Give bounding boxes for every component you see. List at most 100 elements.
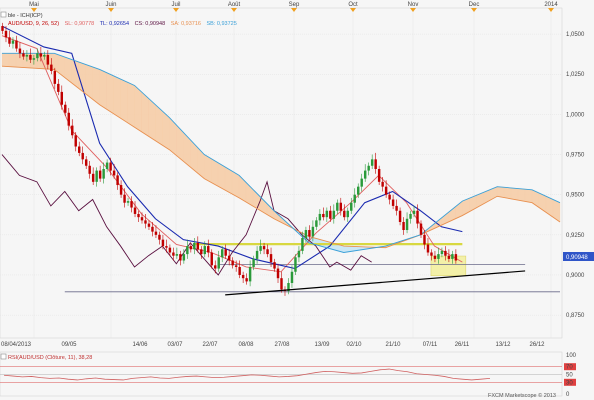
candle-body [165, 246, 168, 248]
cloud-segment [106, 72, 114, 115]
candle-body [426, 244, 430, 253]
rsi-level-marker [564, 378, 576, 386]
candle-body [430, 252, 433, 256]
candle-body [297, 250, 301, 258]
candle-body [234, 265, 238, 267]
date-label: 13/12 [495, 342, 511, 348]
highlight-boxes [430, 255, 467, 277]
candle-body [189, 246, 193, 250]
candle-body [318, 213, 322, 221]
watermark: FXCM Marketscope © 2013 [488, 392, 556, 399]
candle-body [182, 254, 186, 261]
cloud-segment [134, 85, 142, 133]
candle-body [200, 249, 203, 255]
cloud-segment [518, 188, 526, 202]
candle-body [133, 207, 137, 214]
cloud-segment [99, 69, 107, 110]
candle-body [353, 194, 356, 203]
candle-body [350, 202, 353, 211]
date-label: 09/05 [61, 342, 77, 348]
cloud-segment [92, 66, 100, 106]
candle-body [238, 266, 241, 275]
candle-body [451, 254, 454, 259]
candle-body [161, 239, 165, 247]
candle-body [126, 201, 130, 203]
cloud-segment [211, 158, 219, 187]
candle-body [423, 234, 426, 245]
candle-body [343, 210, 346, 218]
candle-body [60, 91, 64, 105]
date-label: 26/12 [529, 342, 545, 348]
rsi-line [3, 368, 491, 381]
candle-body [377, 168, 381, 182]
line-tenkan [1, 35, 463, 273]
rsi-levels [0, 366, 562, 383]
candle-body [220, 249, 224, 258]
candle-body [444, 250, 447, 256]
candle-body [374, 159, 377, 169]
candle-body [332, 210, 336, 219]
candle-body [130, 201, 133, 208]
current-price-marker [563, 252, 594, 261]
candle-body [102, 168, 105, 179]
candle-body [447, 255, 451, 259]
candle-body [405, 218, 409, 231]
candle-body [367, 165, 370, 171]
date-label: 08/08 [238, 342, 254, 348]
cloud-segment [1, 53, 10, 67]
month-label: 2014 [544, 2, 558, 8]
legend-item-main: AUD/USD, 9, 26, 52) [8, 21, 59, 27]
month-marker-icon [471, 8, 477, 12]
candle-body [147, 223, 151, 227]
candle-body [304, 230, 308, 239]
candle-body [262, 246, 266, 250]
candle-body [78, 146, 81, 153]
candle-body [154, 231, 158, 235]
cloud-segment [15, 53, 24, 68]
month-marker-icon [291, 8, 297, 12]
rsi-toggle-icon[interactable] [0, 353, 7, 360]
trendline[interactable] [225, 270, 526, 296]
candle-body [29, 54, 32, 60]
candle-body [67, 112, 70, 126]
candle-body [398, 210, 402, 222]
trendlines [225, 270, 526, 296]
date-label: 03/07 [167, 342, 183, 348]
candle-body [193, 242, 196, 250]
rsi-level-marker [564, 363, 576, 371]
candle-body [175, 254, 179, 256]
candle-body [74, 135, 77, 147]
cloud-segment [504, 187, 512, 200]
candle-body [36, 53, 39, 59]
candle-body [227, 255, 231, 261]
month-marker-icon [108, 8, 114, 12]
indicator-lines [1, 25, 561, 276]
candle-body [214, 265, 217, 269]
candle-body [57, 83, 60, 92]
line-chikou [1, 154, 372, 276]
date-label: 13/09 [314, 342, 330, 348]
legend-item-sa: SA: 0,93716 [171, 21, 201, 27]
candle-body [412, 210, 416, 214]
candle-body [308, 230, 311, 237]
legend-toggle-icon[interactable] [0, 11, 7, 18]
candle-body [43, 54, 46, 57]
cloud-segment [127, 82, 135, 128]
candle-body [95, 170, 98, 182]
candle-body [207, 246, 210, 253]
candle-body [18, 48, 22, 54]
month-marker-icon [548, 8, 554, 12]
candle-body [112, 170, 116, 176]
candle-body [11, 40, 15, 44]
candle-body [384, 186, 388, 195]
candle-body [140, 217, 144, 221]
candle-body [25, 54, 29, 57]
candle-body [287, 283, 290, 292]
candle-body [123, 194, 126, 203]
date-label: 14/06 [132, 342, 148, 348]
candle-body [81, 152, 84, 160]
cloud-segment [524, 189, 533, 203]
rsi-tick-label: 50 [566, 373, 573, 379]
month-label: Nov [408, 2, 419, 8]
candle-body [105, 162, 109, 169]
